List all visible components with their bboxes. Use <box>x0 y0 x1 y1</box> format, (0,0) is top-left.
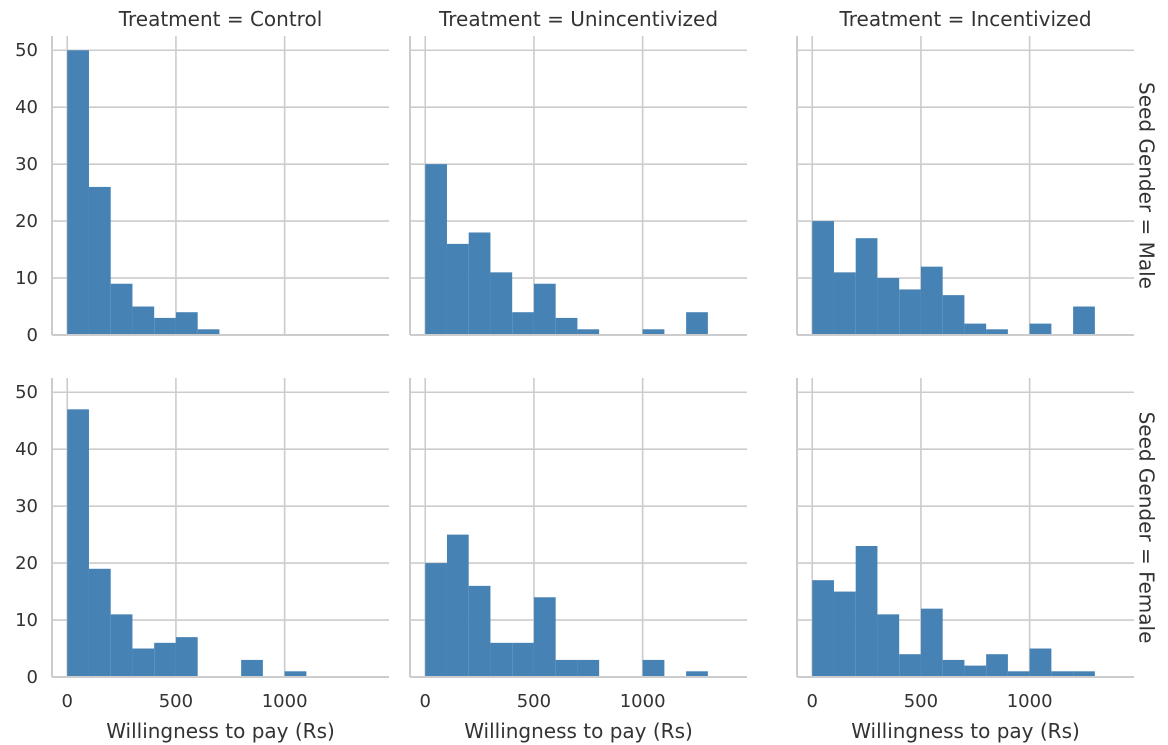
histogram-bar <box>175 312 198 335</box>
x-tick-label: 500 <box>517 691 551 712</box>
histogram-bar <box>555 659 578 677</box>
histogram-bar <box>833 591 856 677</box>
histogram-bar <box>1029 323 1052 335</box>
histogram-bar <box>533 597 556 677</box>
facet-panel-r1-c0 <box>51 378 389 678</box>
histogram-bar <box>88 186 111 335</box>
histogram-bar <box>110 283 133 335</box>
histogram-bar <box>855 546 878 677</box>
histogram-bar <box>67 50 89 335</box>
column-title: Treatment = Control <box>118 7 323 31</box>
histogram-bar <box>986 654 1008 677</box>
histogram-bar <box>686 312 708 335</box>
histogram-bar <box>812 221 834 335</box>
x-tick-label: 500 <box>159 691 193 712</box>
histogram-bar <box>1073 306 1095 335</box>
x-tick-label: 0 <box>419 691 430 712</box>
histogram-bar <box>425 563 447 677</box>
x-tick-label: 1000 <box>1007 691 1053 712</box>
y-tick-label: 50 <box>15 40 38 61</box>
y-tick-label: 0 <box>27 325 38 346</box>
histogram-bar <box>154 642 176 677</box>
histogram-bar <box>154 317 176 335</box>
facet-panel-r0-c2 <box>796 36 1134 336</box>
histogram-bar <box>88 568 111 677</box>
histogram-bar <box>1007 671 1030 677</box>
histogram-bar <box>577 659 600 677</box>
facet-panel-r1-c2 <box>796 378 1134 678</box>
histogram-bar <box>533 283 556 335</box>
x-tick-label: 1000 <box>620 691 666 712</box>
histogram-bar <box>425 164 447 335</box>
column-title: Treatment = Incentivized <box>838 7 1091 31</box>
histogram-bar <box>877 614 900 677</box>
y-tick-label: 20 <box>15 553 38 574</box>
histogram-bar <box>899 654 921 677</box>
histogram-bar <box>1073 671 1095 677</box>
x-axis-label: Willingness to pay (Rs) <box>464 719 693 743</box>
facet-panel-r0-c0 <box>51 36 389 336</box>
y-tick-label: 10 <box>15 610 38 631</box>
histogram-bar <box>920 266 943 335</box>
y-tick-label: 50 <box>15 382 38 403</box>
x-axis-label: Willingness to pay (Rs) <box>106 719 335 743</box>
histogram-bar <box>241 659 263 677</box>
facet-panel-r1-c1 <box>409 378 747 678</box>
facet-panel-r0-c1 <box>409 36 747 336</box>
histogram-bar <box>855 238 878 335</box>
x-tick-label: 1000 <box>262 691 308 712</box>
histogram-bar <box>446 534 469 677</box>
x-tick-label: 500 <box>904 691 938 712</box>
histogram-bar <box>490 642 513 677</box>
histogram-bar <box>132 648 155 677</box>
histogram-bar <box>642 659 665 677</box>
histogram-bar <box>446 243 469 335</box>
histogram-bar <box>942 295 965 335</box>
histogram-bar <box>110 614 133 677</box>
histogram-bar <box>877 278 900 335</box>
histogram-bar <box>964 665 987 677</box>
y-tick-label: 30 <box>15 154 38 175</box>
histogram-bar <box>964 323 987 335</box>
column-title: Treatment = Unincentivized <box>438 7 718 31</box>
histogram-bar <box>132 306 155 335</box>
histogram-bar <box>284 671 307 677</box>
histogram-bar <box>512 312 534 335</box>
x-tick-label: 0 <box>806 691 817 712</box>
histogram-bar <box>197 329 220 335</box>
y-tick-label: 30 <box>15 496 38 517</box>
row-title: Seed Gender = Female <box>1135 412 1159 644</box>
histogram-bar <box>899 289 921 335</box>
histogram-bar <box>812 580 834 677</box>
histogram-bar <box>468 232 491 335</box>
x-tick-label: 0 <box>61 691 72 712</box>
histogram-bar <box>920 608 943 677</box>
y-tick-label: 40 <box>15 439 38 460</box>
histogram-bar <box>986 329 1008 335</box>
y-tick-label: 40 <box>15 97 38 118</box>
histogram-bar <box>642 329 665 335</box>
histogram-bar <box>942 659 965 677</box>
histogram-bar <box>468 585 491 677</box>
x-axis-label: Willingness to pay (Rs) <box>851 719 1080 743</box>
y-tick-label: 20 <box>15 211 38 232</box>
histogram-bar <box>490 272 513 335</box>
histogram-bar <box>1029 648 1052 677</box>
y-tick-label: 10 <box>15 268 38 289</box>
histogram-bar <box>833 272 856 335</box>
histogram-bar <box>512 642 534 677</box>
histogram-bar <box>67 409 89 677</box>
histogram-bar <box>555 317 578 335</box>
histogram-bar <box>686 671 708 677</box>
histogram-bar <box>577 329 600 335</box>
histogram-bar <box>1051 671 1074 677</box>
y-tick-label: 0 <box>27 667 38 688</box>
row-title: Seed Gender = Male <box>1135 82 1159 289</box>
histogram-bar <box>175 637 198 677</box>
